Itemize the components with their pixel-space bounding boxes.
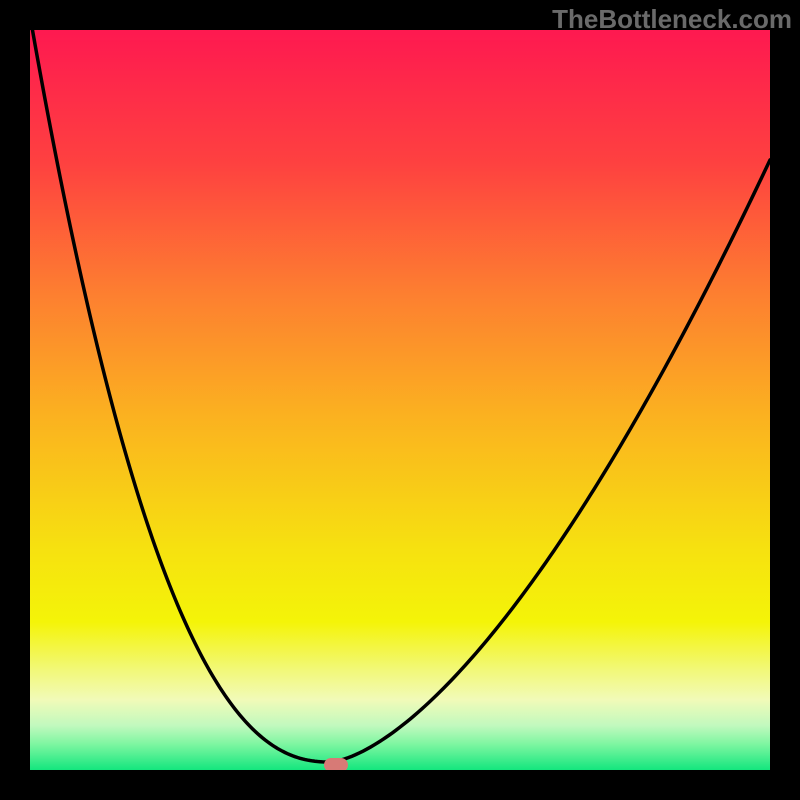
watermark-text: TheBottleneck.com — [552, 4, 792, 35]
optimal-point-marker — [324, 758, 348, 770]
loss-curve — [30, 30, 770, 770]
plot-area — [30, 30, 770, 770]
